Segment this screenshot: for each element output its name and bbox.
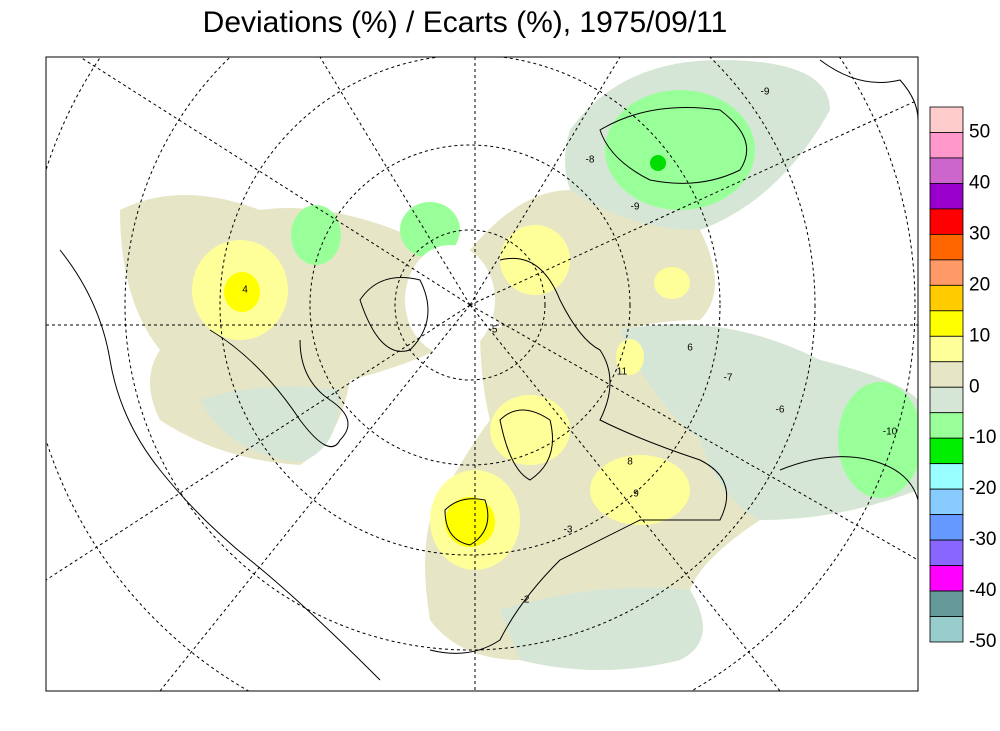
legend-swatch	[929, 157, 964, 184]
station-label: 9	[633, 489, 639, 500]
legend-label: -10	[969, 427, 996, 448]
legend-swatch	[929, 463, 964, 490]
legend-swatch	[929, 616, 964, 643]
map-frame	[45, 56, 919, 692]
legend-swatch	[929, 488, 964, 516]
station-label: -7	[724, 373, 733, 384]
station-label: 4	[242, 285, 248, 296]
legend-swatch	[929, 106, 964, 133]
legend-swatch	[929, 386, 964, 414]
legend-label: -40	[969, 580, 996, 601]
station-label: -9	[761, 87, 770, 98]
station-label: 11	[617, 367, 628, 378]
legend-swatch	[929, 361, 964, 388]
legend-swatch	[929, 539, 964, 566]
legend: 50 40 30 20 10 0 -10 -20 -30 -40 -50	[929, 106, 996, 652]
legend-swatch	[929, 233, 964, 261]
legend-swatch	[929, 412, 964, 439]
station-label: -10	[883, 427, 898, 438]
station-label: -6	[776, 405, 785, 416]
legend-swatch	[929, 590, 964, 617]
map	[46, 57, 918, 691]
station-label: 6	[687, 343, 693, 354]
legend-swatch	[929, 310, 964, 337]
station-label: -5	[489, 325, 498, 336]
legend-label: 30	[969, 223, 990, 244]
legend-swatch	[929, 565, 964, 592]
legend-swatch	[929, 335, 964, 363]
legend-swatch	[929, 183, 964, 210]
legend-label: -30	[969, 529, 996, 550]
legend-swatch	[929, 132, 964, 159]
legend-swatch	[929, 259, 964, 286]
legend-label: 0	[969, 376, 980, 397]
station-label: -2	[521, 595, 530, 606]
legend-label: 50	[969, 121, 990, 142]
legend-swatch	[929, 514, 964, 541]
legend-swatch	[929, 284, 964, 312]
station-label: -8	[586, 155, 595, 166]
legend-swatch	[929, 437, 964, 465]
legend-label: 20	[969, 274, 990, 295]
map-title: Deviations (%) / Ecarts (%), 1975/09/11	[203, 6, 728, 39]
station-label: 8	[627, 457, 633, 468]
station-label: -3	[564, 525, 573, 536]
legend-label: -20	[969, 478, 996, 499]
legend-swatch	[929, 208, 964, 235]
legend-label: 10	[969, 325, 990, 346]
legend-label: 40	[969, 172, 990, 193]
legend-label: -50	[969, 631, 996, 652]
station-label: -9	[631, 202, 640, 213]
